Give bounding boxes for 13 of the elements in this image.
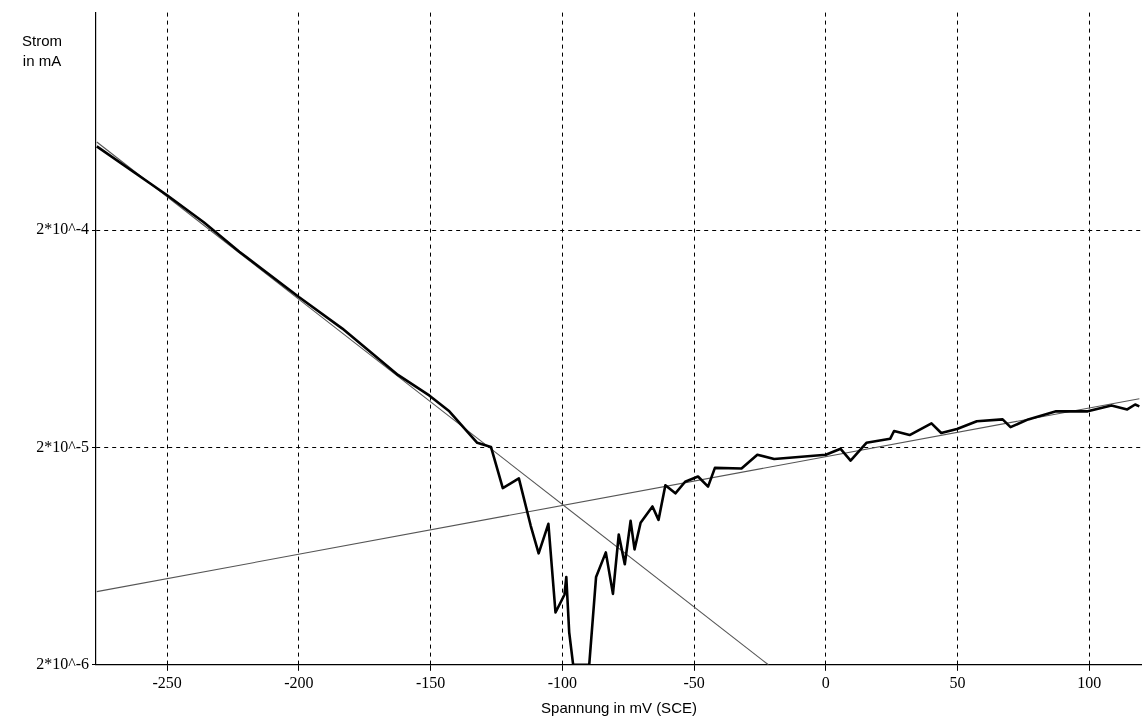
- x-tick-label: -100: [547, 673, 578, 691]
- y-axis-title: Strom in mA: [21, 32, 63, 70]
- y-tick-label: 2*10^-6: [36, 655, 89, 672]
- x-tick-label: 100: [1077, 673, 1102, 691]
- y-tick-label: 2*10^-4: [36, 220, 89, 238]
- x-tick-label: -50: [683, 673, 705, 691]
- x-tick-label: 50: [949, 673, 966, 691]
- x-axis-title: Spannung in mV (SCE): [541, 699, 697, 717]
- y-tick-label: 2*10^-5: [36, 437, 89, 455]
- x-tick-label: -250: [152, 673, 182, 691]
- x-tick-label: -150: [415, 673, 446, 691]
- x-tick-label: -200: [284, 673, 314, 691]
- x-tick-label: 0: [821, 673, 830, 691]
